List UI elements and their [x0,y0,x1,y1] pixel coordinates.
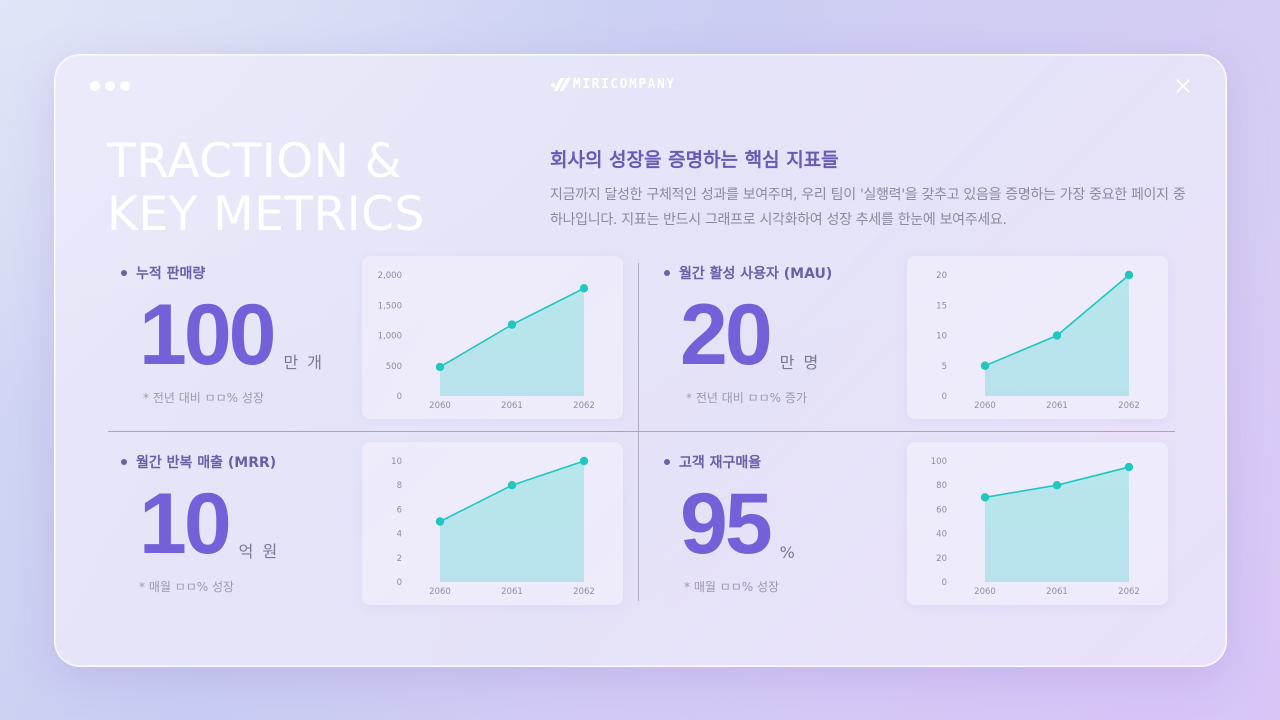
metric-unit: 만 명 [779,353,821,372]
bullet-icon [664,270,670,276]
y-tick-label: 20 [936,271,947,281]
data-point[interactable] [579,456,589,466]
x-tick-label: 2062 [573,401,595,411]
area-chart: 0 20 40 60 80 100 2060 2061 2062 [931,457,1140,597]
data-point[interactable] [1052,481,1062,490]
bullet-icon [121,459,127,465]
y-tick-label: 40 [936,530,947,540]
area-fill [985,467,1129,582]
metric-mrr: 월간 반복 매출 (MRR) 10 억 원 * 매월 ㅁㅁ% 성장 [121,452,279,595]
metric-label: 월간 활성 사용자 (MAU) [679,266,833,282]
y-tick-label: 100 [931,457,947,467]
x-tick-label: 2062 [573,587,595,597]
data-point[interactable] [980,361,990,370]
x-tick-label: 2060 [974,401,996,411]
chart-cumulative-sales: 0 500 1,000 1,500 2,000 2060 2061 2062 [362,256,623,419]
metric-value: 100 [139,287,276,383]
y-tick-label: 2 [397,554,402,564]
x-tick-label: 2060 [429,587,451,597]
metric-mau: 월간 활성 사용자 (MAU) 20 만 명 * 전년 대비 ㅁㅁ% 증가 [664,263,832,406]
metric-value: 95 [680,476,773,572]
page-title-line2: KEY METRICS [107,187,425,242]
data-point[interactable] [1124,270,1134,280]
section-subhead: 회사의 성장을 증명하는 핵심 지표들 [550,149,839,171]
y-tick-label: 0 [942,578,947,588]
data-point[interactable] [435,362,445,372]
area-fill [440,461,584,582]
metric-note: * 전년 대비 ㅁㅁ% 성장 [143,391,264,405]
chart-mrr: 0 2 4 6 8 10 2060 2061 2062 [362,442,623,605]
metric-label: 누적 판매량 [136,266,206,282]
metric-unit: 억 원 [238,542,280,561]
x-tick-label: 2060 [429,401,451,411]
data-point[interactable] [980,493,990,502]
y-tick-label: 60 [936,505,947,515]
metric-cumulative-sales: 누적 판매량 100 만 개 * 전년 대비 ㅁㅁ% 성장 [121,263,324,406]
y-tick-label: 10 [936,332,947,342]
page-title: TRACTION & KEY METRICS [107,135,425,241]
y-tick-label: 0 [942,392,947,402]
area-chart: 0 5 10 15 20 2060 2061 2062 [936,270,1140,411]
area-fill [440,288,584,396]
bullet-icon [121,270,127,276]
x-tick-label: 2060 [974,587,996,597]
x-tick-label: 2061 [1046,401,1068,411]
close-button[interactable] [1174,77,1192,95]
y-tick-label: 6 [397,505,402,515]
x-tick-label: 2061 [1046,587,1068,597]
x-tick-label: 2062 [1118,587,1140,597]
data-point[interactable] [507,320,517,329]
y-tick-label: 5 [942,362,947,372]
data-point[interactable] [507,481,517,490]
y-tick-label: 80 [936,481,947,491]
y-tick-label: 0 [397,392,402,402]
area-chart: 0 2 4 6 8 10 2060 2061 2062 [391,456,595,597]
metric-unit: 만 개 [283,353,325,372]
horizontal-divider [108,431,1175,432]
chart-repurchase-rate: 0 20 40 60 80 100 2060 2061 2062 [907,442,1168,605]
y-tick-label: 500 [386,362,402,372]
data-point[interactable] [1124,462,1134,472]
chart-mau: 0 5 10 15 20 2060 2061 2062 [907,256,1168,419]
metric-note: * 매월 ㅁㅁ% 성장 [684,580,780,594]
y-tick-label: 10 [391,457,402,467]
logo-mark-icon [551,78,571,91]
metric-value: 10 [139,476,232,572]
vertical-divider [638,263,639,601]
window-dots-menu[interactable] [90,81,130,91]
area-chart: 0 500 1,000 1,500 2,000 2060 2061 2062 [378,271,595,411]
metric-unit: % [779,543,797,562]
x-tick-label: 2061 [501,401,523,411]
data-point[interactable] [1052,331,1062,340]
dot-icon [90,81,100,91]
y-tick-label: 15 [936,301,947,311]
data-point[interactable] [435,517,445,526]
dot-icon [120,81,130,91]
bullet-icon [664,459,670,465]
brand-name: MIRICOMPANY [573,77,676,92]
brand-logo: MIRICOMPANY [551,77,676,92]
x-tick-label: 2062 [1118,401,1140,411]
metric-repurchase-rate: 고객 재구매율 95 % * 매월 ㅁㅁ% 성장 [664,452,797,595]
metric-label: 월간 반복 매출 (MRR) [136,455,277,471]
metric-value: 20 [680,287,773,383]
y-tick-label: 0 [397,578,402,588]
y-tick-label: 4 [397,530,402,540]
y-tick-label: 1,000 [378,332,402,342]
dot-icon [105,81,115,91]
metric-note: * 전년 대비 ㅁㅁ% 증가 [686,391,807,405]
y-tick-label: 2,000 [378,271,402,281]
y-tick-label: 1,500 [378,301,402,311]
slide-window: MIRICOMPANY TRACTION & KEY METRICS 회사의 성… [54,54,1227,667]
y-tick-label: 8 [397,481,402,491]
page-title-line1: TRACTION & [107,134,402,189]
metric-label: 고객 재구매율 [679,455,762,471]
metric-note: * 매월 ㅁㅁ% 성장 [139,580,235,594]
data-point[interactable] [579,284,589,293]
y-tick-label: 20 [936,554,947,564]
section-description: 지금까지 달성한 구체적인 성과를 보여주며, 우리 팀이 '실행력'을 갖추고… [550,187,1186,228]
x-tick-label: 2061 [501,587,523,597]
